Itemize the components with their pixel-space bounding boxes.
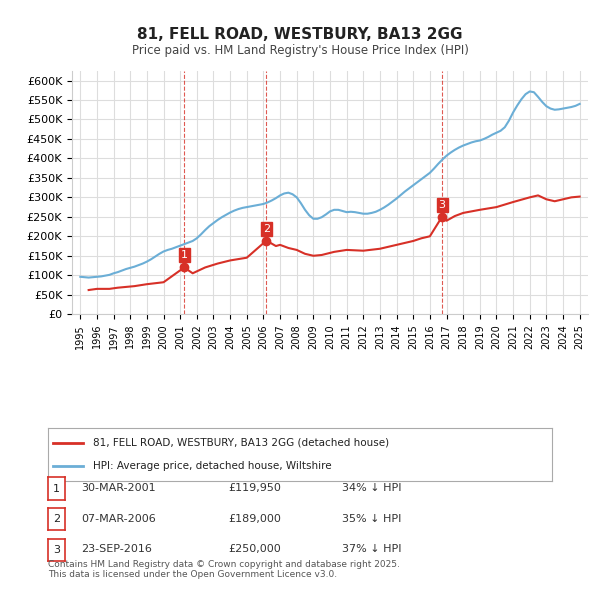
Text: 2: 2 [263,224,270,234]
Text: 35% ↓ HPI: 35% ↓ HPI [342,514,401,523]
Text: 34% ↓ HPI: 34% ↓ HPI [342,483,401,493]
Text: 37% ↓ HPI: 37% ↓ HPI [342,545,401,554]
Text: 30-MAR-2001: 30-MAR-2001 [81,483,155,493]
Text: 3: 3 [53,545,60,555]
Text: 07-MAR-2006: 07-MAR-2006 [81,514,156,523]
Text: HPI: Average price, detached house, Wiltshire: HPI: Average price, detached house, Wilt… [94,461,332,471]
Text: 23-SEP-2016: 23-SEP-2016 [81,545,152,554]
Text: £250,000: £250,000 [228,545,281,554]
Text: 81, FELL ROAD, WESTBURY, BA13 2GG: 81, FELL ROAD, WESTBURY, BA13 2GG [137,27,463,41]
Text: 1: 1 [53,484,60,493]
Text: 81, FELL ROAD, WESTBURY, BA13 2GG (detached house): 81, FELL ROAD, WESTBURY, BA13 2GG (detac… [94,438,389,448]
Text: £189,000: £189,000 [228,514,281,523]
Text: £119,950: £119,950 [228,483,281,493]
Text: 3: 3 [439,200,446,210]
Text: 2: 2 [53,514,60,524]
Text: Price paid vs. HM Land Registry's House Price Index (HPI): Price paid vs. HM Land Registry's House … [131,44,469,57]
Text: 1: 1 [181,251,188,260]
Text: Contains HM Land Registry data © Crown copyright and database right 2025.
This d: Contains HM Land Registry data © Crown c… [48,560,400,579]
